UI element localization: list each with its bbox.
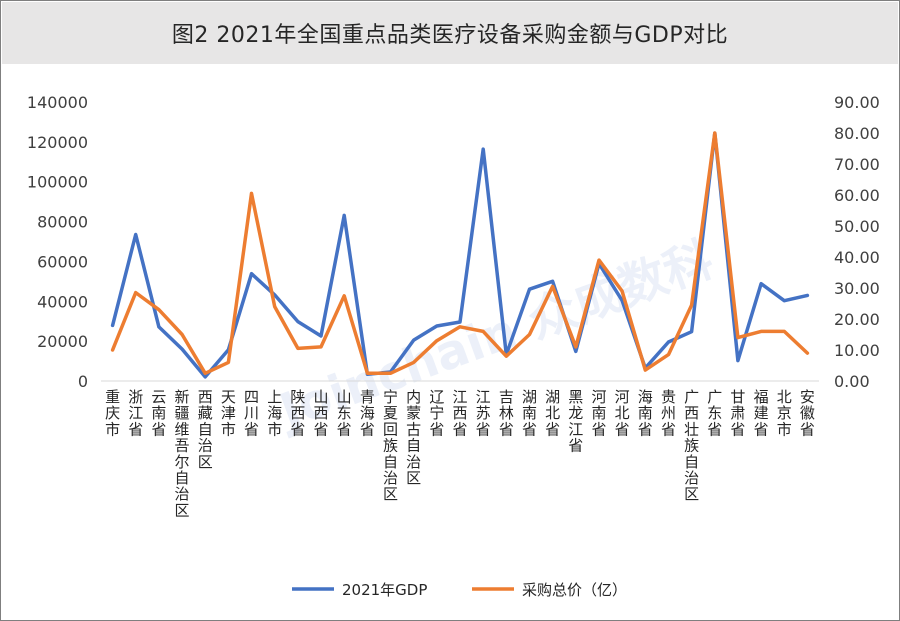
x-tick-label: 湖南省 <box>522 388 537 438</box>
x-tick-label: 西藏自治区 <box>198 388 213 471</box>
x-tick-label: 云南省 <box>151 388 166 438</box>
x-tick-label: 山东省 <box>337 388 352 438</box>
y-left-tick-label: 60000 <box>37 252 88 271</box>
chart-title: 图2 2021年全国重点品类医疗设备采购金额与GDP对比 <box>171 23 729 48</box>
x-tick-label: 河南省 <box>591 388 606 438</box>
y-left-tick-label: 80000 <box>37 213 88 232</box>
legend-label: 采购总价（亿） <box>522 581 627 599</box>
y-left-tick-label: 140000 <box>27 93 88 112</box>
x-tick-label: 内蒙古自治区 <box>406 388 421 487</box>
x-tick-label: 四川省 <box>244 388 259 438</box>
y-right-tick-label: 20.00 <box>834 310 880 329</box>
y-left-tick-label: 100000 <box>27 173 88 192</box>
x-tick-label: 陕西省 <box>290 388 305 438</box>
x-tick-label: 新疆维吾尔自治区 <box>175 388 190 519</box>
x-tick-label: 吉林省 <box>499 388 514 438</box>
x-tick-label: 甘肃省 <box>730 388 745 438</box>
x-tick-label: 广东省 <box>707 388 722 438</box>
x-tick-label: 贵州省 <box>661 388 676 438</box>
y-right-tick-label: 0.00 <box>834 372 870 391</box>
y-right-tick-label: 60.00 <box>834 186 880 205</box>
x-tick-label: 山西省 <box>314 388 329 438</box>
axes: 0 20000 40000 60000 80000 100000 120000 140000 0… <box>27 93 880 519</box>
y-right-tick-label: 40.00 <box>834 248 880 267</box>
x-tick-label: 重庆市 <box>105 388 120 438</box>
x-tick-label: 江苏省 <box>476 388 491 438</box>
x-tick-label: 青海省 <box>360 388 375 438</box>
x-tick-label: 福建省 <box>754 388 769 438</box>
x-tick-label: 黑龙江省 <box>568 388 583 455</box>
y-right-tick-label: 30.00 <box>834 279 880 298</box>
title-bar: 图2 2021年全国重点品类医疗设备采购金额与GDP对比 <box>2 2 898 64</box>
x-tick-label: 宁夏回族自治区 <box>383 388 398 503</box>
x-tick-label: 河北省 <box>615 388 630 438</box>
x-tick-label: 广西壮族自治区 <box>684 388 699 503</box>
series-lines <box>110 131 810 379</box>
x-tick-label: 江西省 <box>452 388 467 438</box>
y-right-tick-label: 50.00 <box>834 217 880 236</box>
x-tick-label: 上海市 <box>267 388 282 438</box>
x-tick-label: 浙江省 <box>128 388 143 438</box>
x-tick-label: 辽宁省 <box>429 388 444 438</box>
legend: 2021年GDP 采购总价（亿） <box>292 581 627 599</box>
y-right-tick-label: 90.00 <box>834 93 880 112</box>
x-tick-label: 湖北省 <box>545 388 560 438</box>
x-tick-label: 北京市 <box>777 388 792 438</box>
y-right-tick-label: 80.00 <box>834 124 880 143</box>
legend-label: 2021年GDP <box>342 581 427 599</box>
x-tick-label: 天津市 <box>221 388 236 438</box>
y-right-tick-label: 70.00 <box>834 155 880 174</box>
y-left-tick-label: 120000 <box>27 133 88 152</box>
x-tick-label: 海南省 <box>638 388 653 438</box>
y-right-tick-label: 10.00 <box>834 341 880 360</box>
x-tick-label: 安徽省 <box>800 388 815 438</box>
y-left-tick-label: 40000 <box>37 292 88 311</box>
series-line-2 <box>110 131 810 376</box>
y-left-tick-label: 0 <box>78 372 88 391</box>
y-left-tick-label: 20000 <box>37 332 88 351</box>
